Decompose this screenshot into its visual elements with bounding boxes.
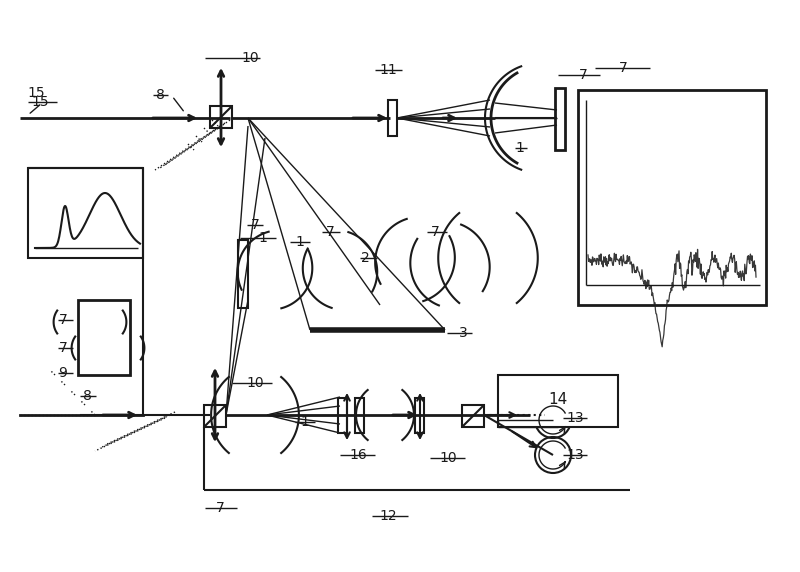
Bar bbox=[578, 90, 766, 305]
Text: 1: 1 bbox=[295, 235, 305, 249]
Bar bbox=[204, 405, 226, 427]
Text: 7: 7 bbox=[430, 225, 439, 239]
Bar bbox=[78, 300, 130, 375]
Text: 2: 2 bbox=[361, 251, 370, 265]
Text: 15: 15 bbox=[27, 86, 45, 100]
Text: 12: 12 bbox=[379, 509, 397, 523]
Text: 8: 8 bbox=[155, 88, 165, 102]
Text: 7: 7 bbox=[618, 61, 627, 75]
Bar bbox=[498, 375, 618, 427]
Bar bbox=[210, 106, 232, 128]
Text: 10: 10 bbox=[241, 51, 259, 65]
Text: 7: 7 bbox=[58, 313, 67, 327]
Text: 14: 14 bbox=[548, 392, 568, 407]
Bar bbox=[415, 398, 424, 433]
Text: 7: 7 bbox=[58, 341, 67, 355]
Bar bbox=[28, 168, 143, 258]
Text: 1: 1 bbox=[301, 415, 310, 429]
Bar bbox=[238, 240, 248, 308]
Text: 15: 15 bbox=[31, 95, 49, 109]
Text: 10: 10 bbox=[439, 451, 457, 465]
Text: 3: 3 bbox=[458, 326, 467, 340]
Text: 8: 8 bbox=[82, 389, 91, 403]
Bar bbox=[338, 398, 347, 433]
Text: 11: 11 bbox=[379, 63, 397, 77]
Bar bbox=[388, 100, 397, 136]
Bar bbox=[355, 398, 364, 433]
Text: 13: 13 bbox=[566, 448, 584, 462]
Text: 1: 1 bbox=[258, 231, 267, 245]
Text: 13: 13 bbox=[566, 411, 584, 425]
Text: 1: 1 bbox=[515, 141, 525, 155]
Text: 7: 7 bbox=[250, 218, 259, 232]
Text: 7: 7 bbox=[578, 68, 587, 82]
Bar bbox=[555, 88, 565, 150]
Text: 10: 10 bbox=[246, 376, 264, 390]
Text: 9: 9 bbox=[58, 366, 67, 380]
Text: 7: 7 bbox=[216, 501, 224, 515]
Bar bbox=[462, 405, 484, 427]
Text: 16: 16 bbox=[349, 448, 367, 462]
Text: 7: 7 bbox=[326, 225, 334, 239]
